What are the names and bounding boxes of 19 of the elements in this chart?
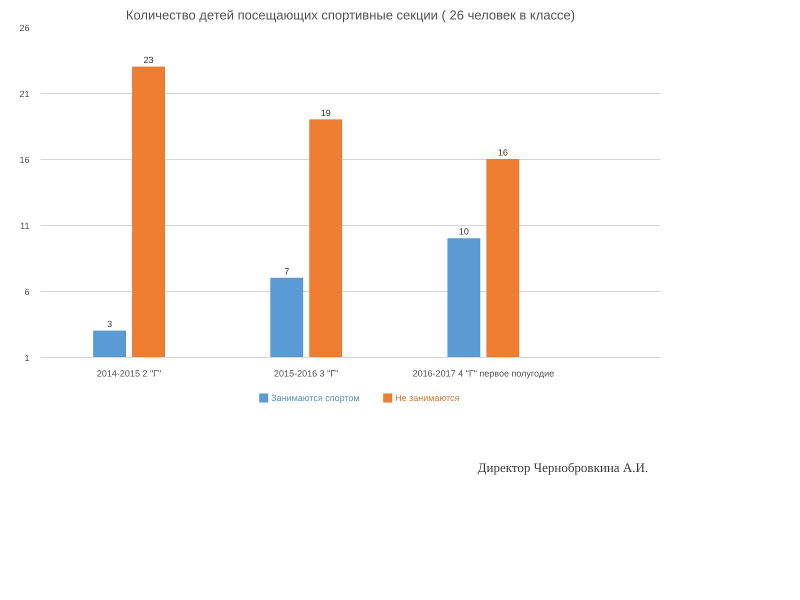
y-tick-label: 21 <box>19 89 30 99</box>
data-label: 23 <box>144 55 154 66</box>
x-tick-label: 2015-2016 3 "Г" <box>274 368 338 378</box>
legend-label: Занимаются спортом <box>271 393 360 403</box>
y-tick-label: 11 <box>20 221 30 231</box>
data-label: 10 <box>458 226 469 237</box>
data-label: 3 <box>107 319 112 330</box>
legend-label: Не занимаются <box>395 393 460 403</box>
chart-title: Количество детей посещающих спортивные секции ( 26 человек в классе) <box>126 8 576 22</box>
x-tick-label: 2016-2017 4 "Г" первое полугодие <box>412 368 554 378</box>
text: Директор Чернобровкина А.И. <box>478 460 648 475</box>
y-tick-label: 6 <box>24 287 30 297</box>
y-tick-label: 26 <box>19 23 30 33</box>
y-tick-label: 16 <box>19 155 30 165</box>
x-tick-label: 2014-2015 2 "Г" <box>96 368 162 378</box>
data-label: 19 <box>320 108 331 118</box>
y-tick-label: 1 <box>24 353 30 363</box>
data-label: 7 <box>284 266 290 276</box>
data-label: 16 <box>498 148 508 158</box>
